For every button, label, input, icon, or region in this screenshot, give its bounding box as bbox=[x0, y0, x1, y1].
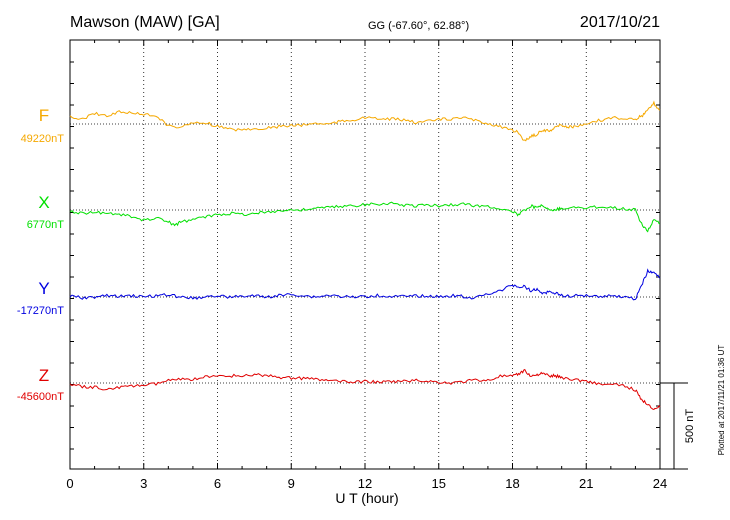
x-tick-label-6: 6 bbox=[214, 476, 221, 491]
x-tick-label-12: 12 bbox=[358, 476, 372, 491]
series-name-x: X bbox=[38, 193, 49, 212]
x-tick-label-24: 24 bbox=[653, 476, 667, 491]
x-tick-label-3: 3 bbox=[140, 476, 147, 491]
scale-bar-label: 500 nT bbox=[684, 409, 696, 444]
series-line-y bbox=[69, 268, 661, 301]
series-name-z: Z bbox=[39, 366, 49, 385]
x-tick-label-15: 15 bbox=[432, 476, 446, 491]
series-labels: F 49220nT X 6770nT Y -17270nT Z -45600nT bbox=[17, 106, 64, 403]
series-line-z bbox=[69, 368, 661, 410]
series-lines bbox=[69, 100, 661, 410]
x-tick-label-21: 21 bbox=[579, 476, 593, 491]
series-name-y: Y bbox=[38, 279, 49, 298]
axis-ticks bbox=[69, 40, 661, 469]
series-baselines bbox=[70, 123, 660, 384]
x-tick-label-0: 0 bbox=[66, 476, 73, 491]
scale-bar bbox=[660, 382, 688, 470]
series-line-x bbox=[69, 201, 661, 233]
x-tick-labels: 0 3 6 9 12 15 18 21 24 bbox=[66, 476, 667, 491]
series-baseline-label-z: -45600nT bbox=[17, 391, 64, 403]
x-tick-label-18: 18 bbox=[505, 476, 519, 491]
series-name-f: F bbox=[39, 106, 49, 125]
series-baseline-label-x: 6770nT bbox=[27, 219, 65, 231]
date-label: 2017/10/21 bbox=[580, 14, 660, 31]
station-title: Mawson (MAW) [GA] bbox=[70, 14, 220, 31]
x-axis-label: U T (hour) bbox=[335, 490, 398, 506]
coordinates-label: GG (-67.60°, 62.88°) bbox=[368, 20, 469, 32]
grid-lines bbox=[143, 40, 587, 469]
plotted-timestamp: Plotted at 2017/11/21 01:36 UT bbox=[717, 345, 726, 456]
series-baseline-label-f: 49220nT bbox=[21, 133, 65, 145]
series-baseline-label-y: -17270nT bbox=[17, 305, 64, 317]
x-tick-label-9: 9 bbox=[288, 476, 295, 491]
series-line-f bbox=[69, 100, 661, 142]
